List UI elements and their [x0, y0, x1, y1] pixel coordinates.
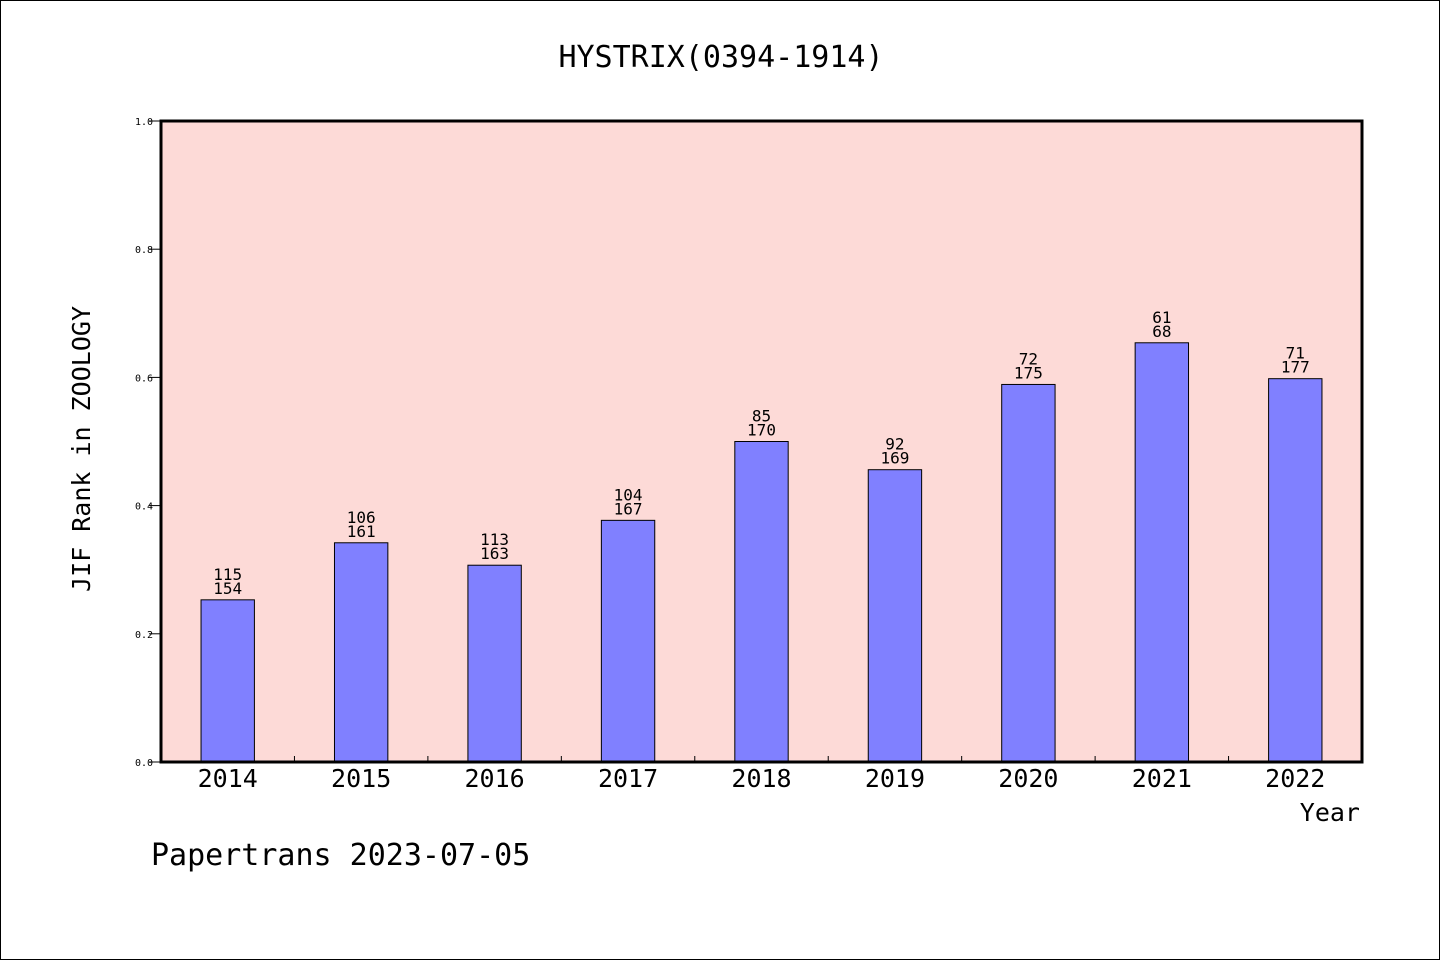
bar-label-top-2017: 104 — [614, 485, 643, 504]
bar-label-bottom-2022: 177 — [1281, 358, 1310, 377]
bar-2016 — [467, 564, 522, 763]
bar-label-bottom-2020: 175 — [1014, 363, 1043, 382]
bar-label-bottom-2018: 170 — [747, 421, 776, 440]
y-tick-label-1.0: 1.0 — [135, 117, 153, 128]
bar-2014 — [200, 599, 255, 763]
bar-2017 — [600, 519, 656, 763]
bar-label-top-2020: 72 — [1019, 349, 1038, 368]
bar-label-bottom-2017: 167 — [614, 499, 643, 518]
x-tick-label-2021: 2021 — [1132, 764, 1192, 793]
bar-label-top-2015: 106 — [347, 508, 376, 527]
footer-text: Papertrans 2023-07-05 — [151, 838, 530, 873]
x-axis-label: Year — [1300, 798, 1360, 827]
y-tick-label-0.8: 0.8 — [135, 245, 153, 256]
bar-label-bottom-2014: 154 — [213, 579, 242, 598]
axis-ticks: 2014 2015 2016 2017 2018 2019 2020 2021 2022 0.0 0… — [135, 117, 1325, 793]
x-tick-label-2018: 2018 — [731, 764, 791, 793]
bar-2015 — [333, 542, 389, 763]
plot-border — [159, 119, 1364, 764]
x-tick-label-2014: 2014 — [198, 764, 258, 793]
x-tick-label-2022: 2022 — [1265, 764, 1325, 793]
bar-2020 — [1001, 383, 1056, 763]
y-tick-label-0.0: 0.0 — [135, 758, 153, 769]
bar-label-top-2021: 61 — [1152, 308, 1171, 327]
bar-label-bottom-2016: 163 — [480, 544, 509, 563]
y-tick-label-0.4: 0.4 — [135, 502, 153, 513]
bar-label-bottom-2015: 161 — [347, 522, 376, 541]
bar-2022 — [1268, 378, 1323, 763]
y-axis-label: JIF Rank in ZOOLOGY — [67, 306, 96, 592]
bar-label-top-2016: 113 — [480, 530, 509, 549]
bar-label-top-2019: 92 — [885, 435, 904, 454]
x-tick-label-2017: 2017 — [598, 764, 658, 793]
y-tick-label-0.2: 0.2 — [135, 630, 153, 641]
chart-title: HYSTRIX(0394-1914) — [558, 40, 883, 75]
bar-2018 — [734, 441, 789, 763]
x-tick-label-2015: 2015 — [331, 764, 391, 793]
bar-2021 — [1134, 342, 1190, 763]
bar-label-bottom-2019: 169 — [880, 449, 909, 468]
bar-label-bottom-2021: 68 — [1152, 322, 1171, 341]
x-tick-label-2016: 2016 — [465, 764, 525, 793]
x-tick-label-2019: 2019 — [865, 764, 925, 793]
y-tick-label-0.6: 0.6 — [135, 373, 153, 384]
bar-label-top-2018: 85 — [752, 407, 771, 426]
bar-2019 — [867, 469, 923, 763]
bar-label-top-2022: 71 — [1286, 344, 1305, 363]
x-tick-label-2020: 2020 — [998, 764, 1058, 793]
bar-label-top-2014: 115 — [213, 565, 242, 584]
